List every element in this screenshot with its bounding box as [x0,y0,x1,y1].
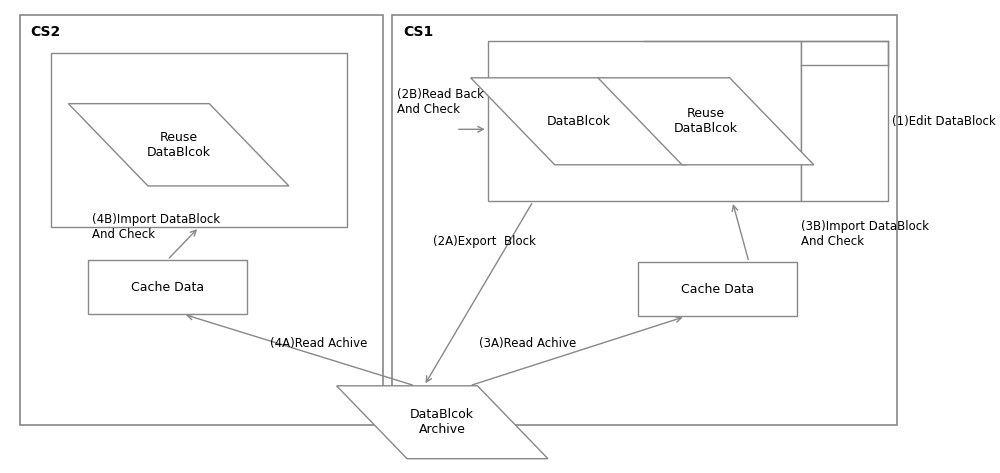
Text: (4B)Import DataBlock
And Check: (4B)Import DataBlock And Check [92,213,220,241]
Text: Cache Data: Cache Data [681,283,754,296]
Bar [88,260,247,314]
Text: (1)Edit DataBlock: (1)Edit DataBlock [892,115,996,128]
Bar [51,53,347,227]
Text: Reuse
DataBlcok: Reuse DataBlcok [147,131,211,159]
Text: DataBlcok: DataBlcok [547,115,611,128]
Text: (2B)Read Back
And Check: (2B)Read Back And Check [397,88,484,116]
Polygon shape [598,78,814,165]
Bar [488,41,801,201]
Polygon shape [337,386,548,459]
Text: Reuse
DataBlcok: Reuse DataBlcok [674,107,738,135]
Text: (2A)Export  Block: (2A)Export Block [433,235,536,248]
Text: DataBlcok
Archive: DataBlcok Archive [410,408,474,436]
Text: (4A)Read Achive: (4A)Read Achive [270,337,367,350]
Text: (3B)Import DataBlock
And Check: (3B)Import DataBlock And Check [801,220,929,248]
Polygon shape [68,104,289,186]
Text: (3A)Read Achive: (3A)Read Achive [479,337,576,350]
Text: Cache Data: Cache Data [131,280,204,294]
Text: CS1: CS1 [403,25,433,39]
Text: CS2: CS2 [30,25,61,39]
Bar [638,263,797,316]
Bar [20,16,383,425]
Bar [392,16,897,425]
Polygon shape [471,78,687,165]
Bar [801,41,888,201]
